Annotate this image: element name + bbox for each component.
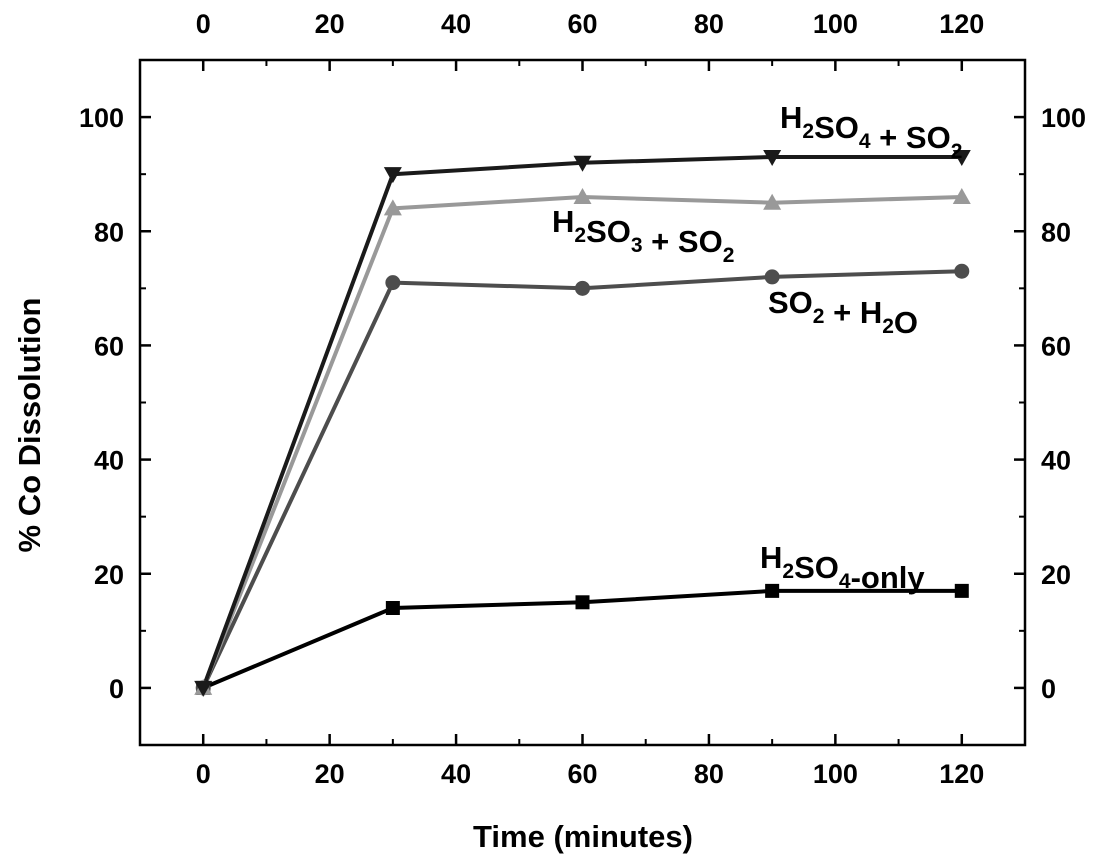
y-tick-label: 20 bbox=[94, 560, 124, 590]
y-tick-label: 0 bbox=[109, 674, 124, 704]
label-text: H bbox=[760, 540, 782, 575]
label-subscript: 4 bbox=[859, 130, 871, 153]
label-subscript: 2 bbox=[802, 120, 814, 143]
label-text: -only bbox=[851, 560, 926, 595]
data-point-triangle-down bbox=[383, 167, 402, 184]
label-text: SO bbox=[814, 110, 859, 145]
label-text: + H bbox=[824, 295, 882, 330]
y-tick-label: 80 bbox=[94, 217, 124, 247]
y-right-tick-label: 100 bbox=[1041, 103, 1086, 133]
data-point-triangle-down bbox=[763, 150, 782, 167]
data-point-triangle-up bbox=[573, 188, 592, 204]
series-layer bbox=[194, 150, 971, 697]
series-line-3 bbox=[201, 269, 962, 689]
data-point-triangle-up bbox=[383, 199, 402, 216]
x-axis-title: Time (minutes) bbox=[473, 819, 693, 854]
label-subscript: 2 bbox=[813, 305, 825, 328]
label-subscript: 2 bbox=[951, 140, 963, 163]
data-point-square bbox=[765, 583, 780, 598]
label-subscript: 4 bbox=[839, 570, 851, 593]
label-text: SO bbox=[794, 550, 839, 585]
data-point-triangle-down bbox=[194, 680, 213, 697]
x-top-tick-label: 0 bbox=[196, 9, 211, 39]
x-top-tick-label: 120 bbox=[939, 9, 984, 39]
y-right-tick-label: 60 bbox=[1041, 331, 1071, 361]
label-subscript: 2 bbox=[882, 315, 894, 338]
y-axis-title: % Co Dissolution bbox=[12, 298, 47, 553]
data-point-circle bbox=[954, 263, 970, 279]
x-tick-label: 40 bbox=[441, 759, 471, 789]
x-top-tick-label: 20 bbox=[315, 9, 345, 39]
label-subscript: 2 bbox=[782, 560, 794, 583]
data-point-circle bbox=[575, 280, 590, 296]
x-tick-label: 80 bbox=[694, 759, 724, 789]
x-tick-label: 0 bbox=[196, 759, 211, 789]
y-tick-label: 40 bbox=[94, 446, 124, 476]
label-text: SO bbox=[586, 214, 631, 249]
label-text: H bbox=[552, 204, 574, 239]
label-text: + SO bbox=[871, 120, 951, 155]
label-text: O bbox=[894, 305, 918, 340]
y-right-tick-label: 80 bbox=[1041, 217, 1071, 247]
label-text: H bbox=[780, 100, 802, 135]
data-point-square bbox=[385, 601, 400, 615]
data-point-square bbox=[575, 595, 590, 610]
data-point-triangle-down bbox=[573, 155, 592, 172]
label-text: + SO bbox=[643, 224, 723, 259]
label-text: SO bbox=[768, 285, 813, 320]
x-tick-label: 20 bbox=[315, 759, 345, 789]
label-subscript: 2 bbox=[723, 244, 735, 267]
y-tick-label: 100 bbox=[79, 103, 124, 133]
series-label-1: H2SO4 + SO2 bbox=[780, 100, 962, 163]
data-point-square bbox=[954, 583, 969, 598]
data-point-triangle-up bbox=[952, 188, 971, 204]
data-point-triangle-down bbox=[952, 150, 971, 167]
data-point-triangle-up bbox=[763, 193, 782, 210]
y-right-tick-label: 0 bbox=[1041, 674, 1056, 704]
x-tick-label: 100 bbox=[813, 759, 858, 789]
ticks-layer: 0 0 20 20 40 40 60 60 80 80 100 100 120 120 0 0 20 20 40 40… bbox=[79, 9, 1086, 789]
y-tick-label: 60 bbox=[94, 331, 124, 361]
series-label-3: SO2 + H2O bbox=[768, 285, 918, 340]
y-right-tick-label: 40 bbox=[1041, 446, 1071, 476]
data-point-circle bbox=[764, 269, 780, 285]
data-point-circle bbox=[385, 275, 401, 291]
label-subscript: 2 bbox=[574, 224, 586, 247]
x-top-tick-label: 40 bbox=[441, 9, 471, 39]
label-subscript: 3 bbox=[631, 234, 643, 257]
x-top-tick-label: 60 bbox=[567, 9, 597, 39]
x-tick-label: 120 bbox=[939, 759, 984, 789]
series-label-4: H2SO4-only bbox=[760, 540, 925, 595]
x-top-tick-label: 80 bbox=[694, 9, 724, 39]
x-tick-label: 60 bbox=[567, 759, 597, 789]
series-label-2: H2SO3 + SO2 bbox=[552, 204, 734, 267]
y-right-tick-label: 20 bbox=[1041, 560, 1071, 590]
x-top-tick-label: 100 bbox=[813, 9, 858, 39]
